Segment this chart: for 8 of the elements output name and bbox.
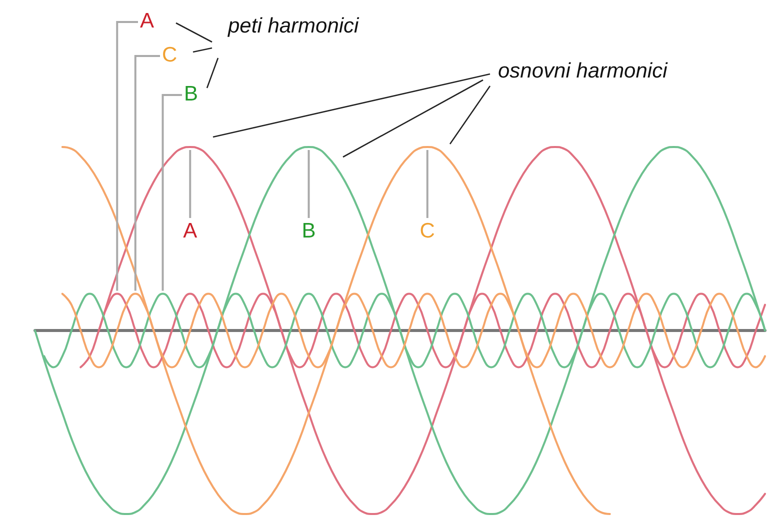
text: C: [162, 44, 178, 67]
text: osnovni harmonici: [498, 60, 669, 83]
annotation: C: [420, 220, 435, 243]
annotation: B: [302, 220, 316, 243]
text: A: [140, 10, 154, 33]
text: B: [184, 82, 198, 106]
annotation: A: [183, 220, 198, 243]
text: peti harmonici: [227, 14, 360, 38]
